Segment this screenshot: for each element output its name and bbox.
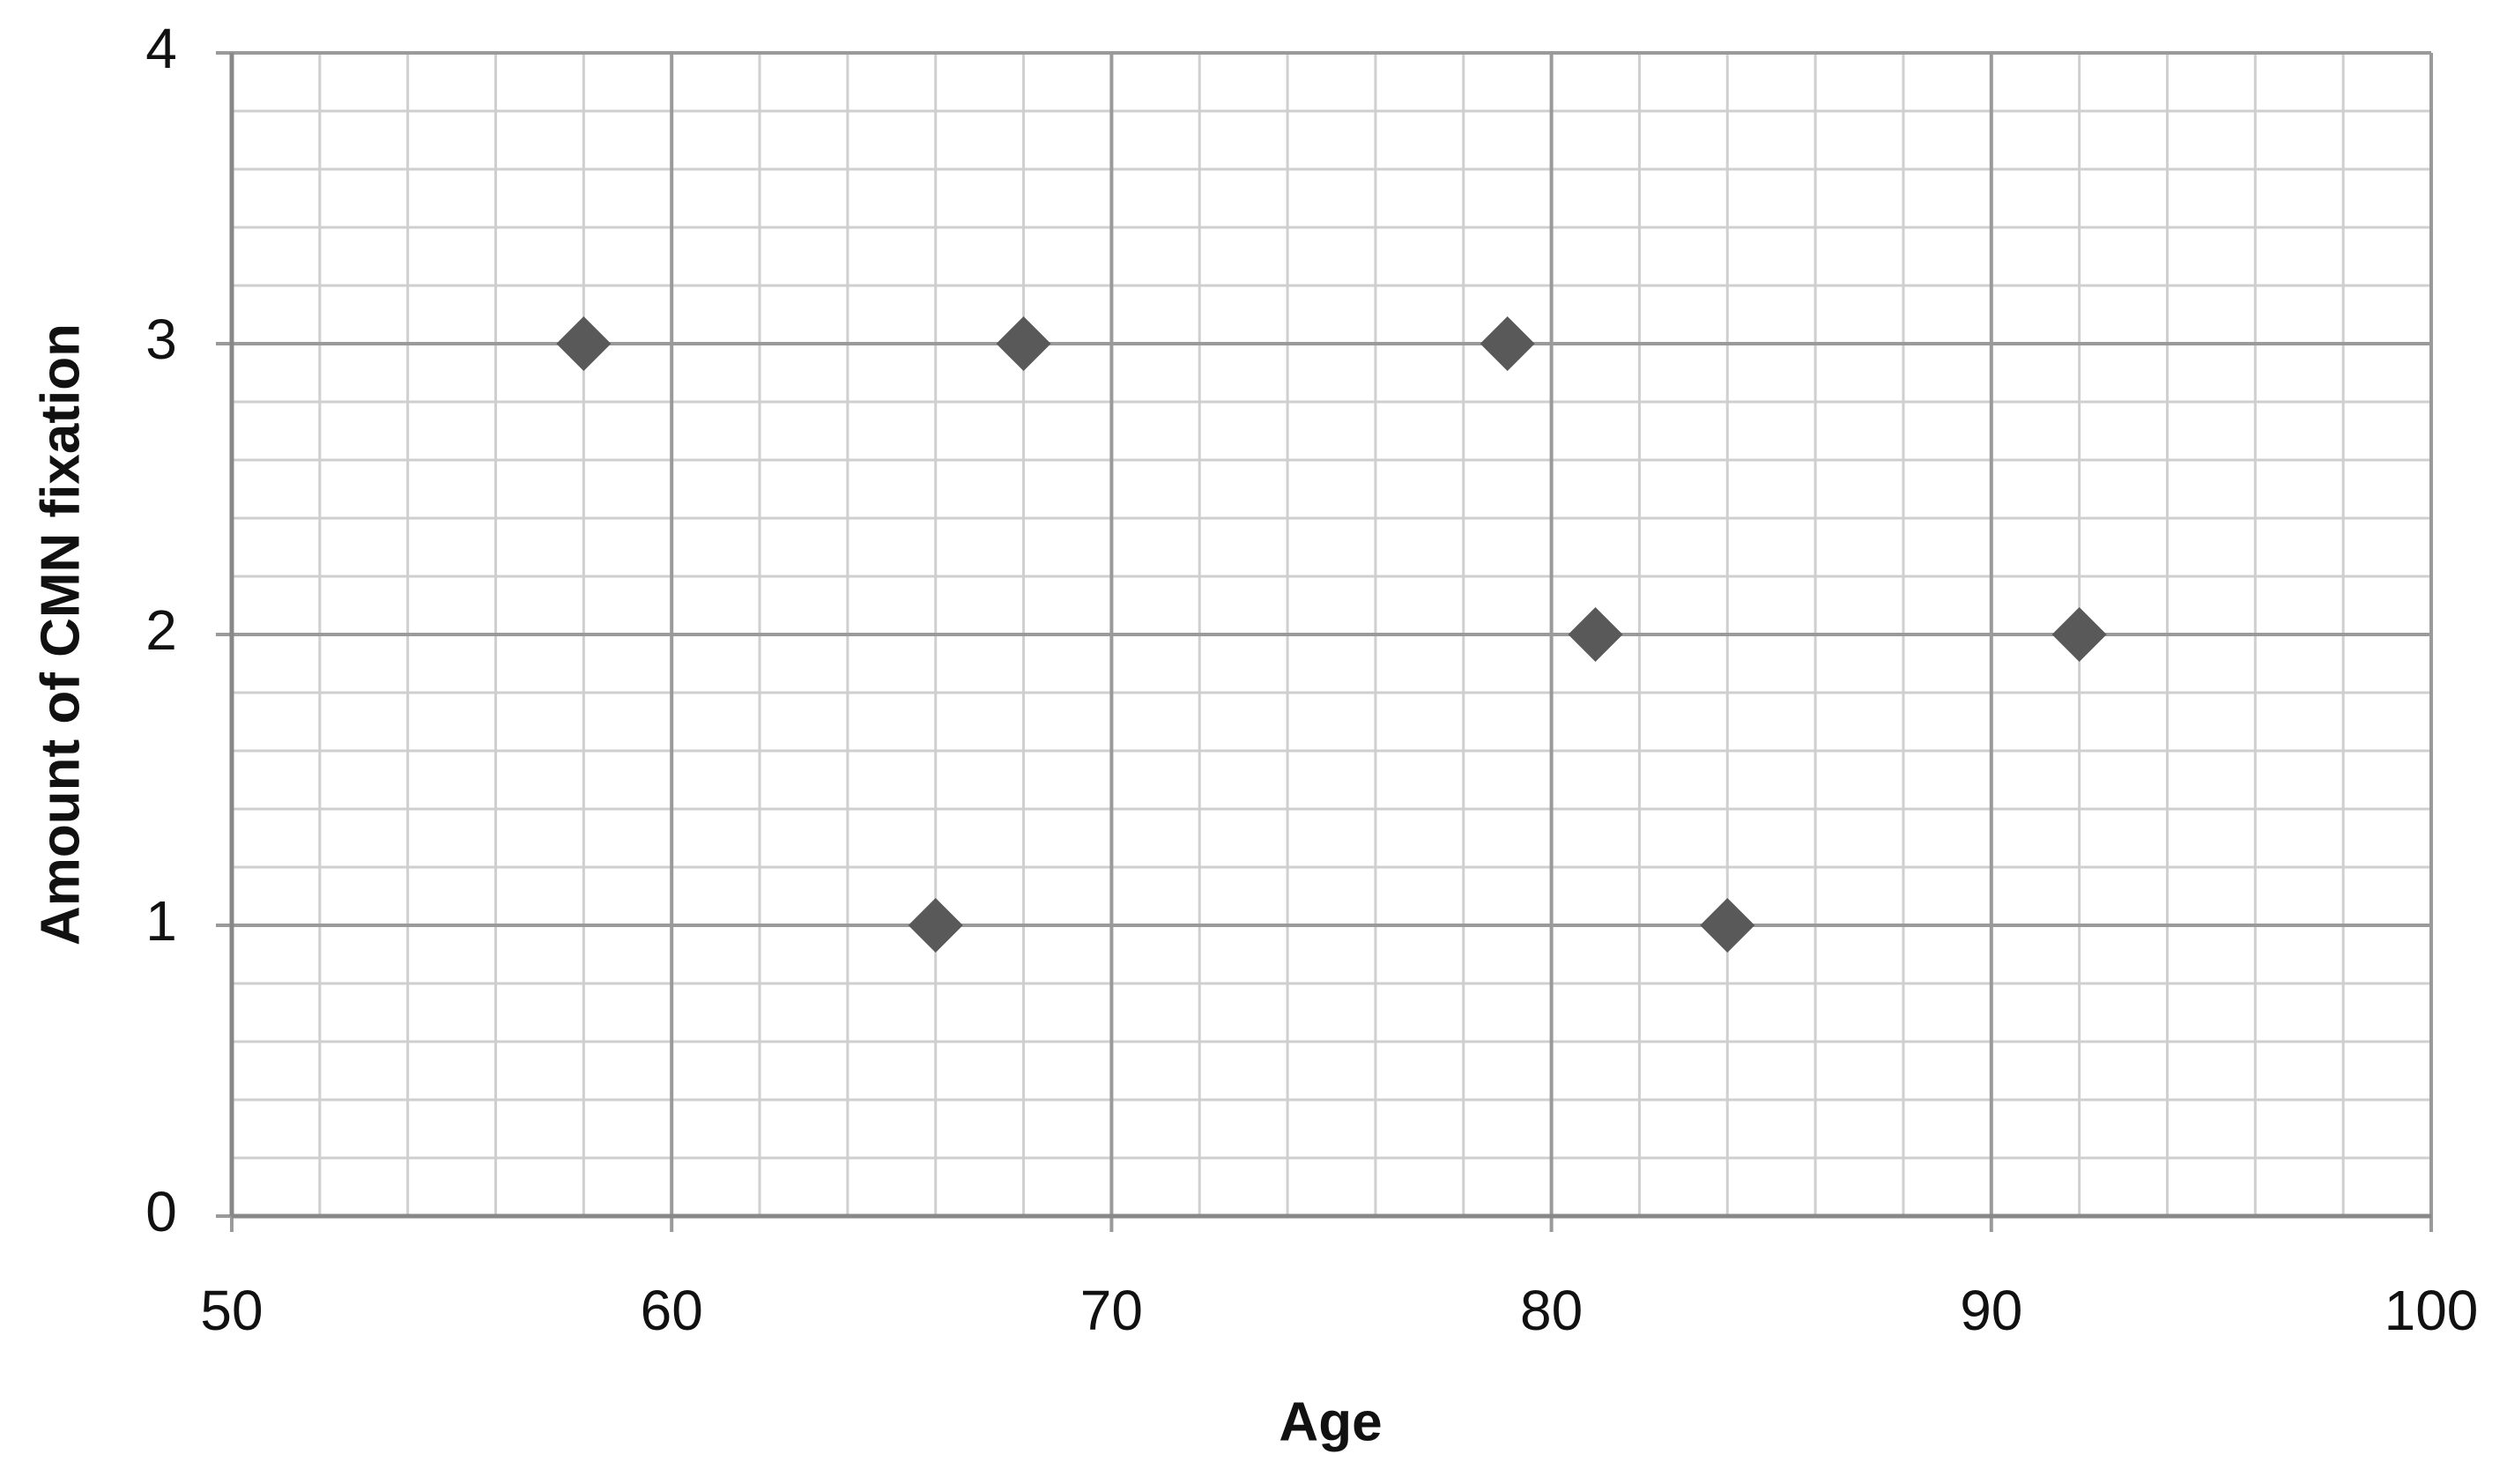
y-tick-label: 1	[145, 889, 177, 953]
y-tick-label: 3	[145, 308, 177, 371]
point	[1568, 607, 1623, 662]
x-tick-label: 100	[2385, 1279, 2479, 1342]
y-tick-label: 2	[145, 598, 177, 662]
point	[996, 316, 1051, 371]
point	[556, 316, 612, 371]
point	[908, 898, 963, 953]
x-tick-label: 80	[1520, 1279, 1583, 1342]
point	[1700, 898, 1755, 953]
x-tick-label: 70	[1080, 1279, 1143, 1342]
x-tick-label: 90	[1960, 1279, 2022, 1342]
x-tick-label: 50	[200, 1279, 263, 1342]
point	[1480, 316, 1535, 371]
x-axis-title: Age	[1279, 1391, 1382, 1452]
y-tick-label: 4	[145, 17, 177, 80]
point	[2051, 607, 2107, 662]
x-tick-label: 60	[641, 1279, 703, 1342]
y-tick-label: 0	[145, 1180, 177, 1243]
y-axis-title: Amount of CMN fixation	[30, 323, 91, 946]
